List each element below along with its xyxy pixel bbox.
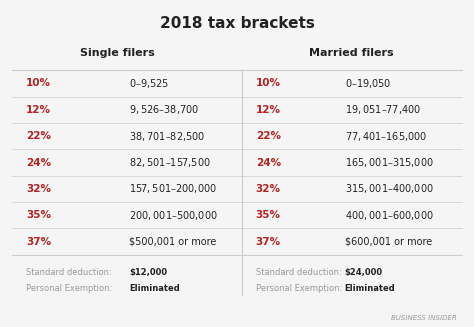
Text: $400,001–$600,000: $400,001–$600,000 [345,209,433,222]
Text: $82,501–$157,500: $82,501–$157,500 [129,156,211,169]
Text: 24%: 24% [26,158,51,167]
Text: 37%: 37% [256,237,281,247]
Text: $77,401–$165,000: $77,401–$165,000 [345,130,427,143]
Text: 12%: 12% [26,105,51,115]
Text: Married filers: Married filers [310,48,394,58]
Text: $600,001 or more: $600,001 or more [345,237,432,247]
Text: $0–$19,050: $0–$19,050 [345,77,391,90]
Text: 12%: 12% [256,105,281,115]
Text: $200,001–$500,000: $200,001–$500,000 [129,209,218,222]
Text: 2018 tax brackets: 2018 tax brackets [160,16,314,31]
Text: $24,000: $24,000 [345,268,383,277]
Text: 37%: 37% [26,237,51,247]
Text: 10%: 10% [26,78,51,89]
Text: 32%: 32% [26,184,51,194]
Text: 22%: 22% [256,131,281,141]
Text: Standard deduction:: Standard deduction: [256,268,341,277]
Text: $38,701–$82,500: $38,701–$82,500 [129,130,206,143]
Text: BUSINESS INSIDER: BUSINESS INSIDER [392,315,457,321]
Text: Eliminated: Eliminated [129,284,180,293]
Text: 32%: 32% [256,184,281,194]
Text: $500,001 or more: $500,001 or more [129,237,217,247]
Text: 35%: 35% [26,210,51,220]
Text: Single filers: Single filers [80,48,155,58]
Text: Standard deduction:: Standard deduction: [26,268,112,277]
Text: $157,501–$200,000: $157,501–$200,000 [129,182,217,196]
Text: $165,001–$315,000: $165,001–$315,000 [345,156,433,169]
Text: $0–$9,525: $0–$9,525 [129,77,170,90]
Text: 10%: 10% [256,78,281,89]
Text: 24%: 24% [256,158,281,167]
Text: Personal Exemption:: Personal Exemption: [26,284,112,293]
Text: $9,526–$38,700: $9,526–$38,700 [129,103,200,116]
Text: $315,001–$400,000: $315,001–$400,000 [345,182,433,196]
Text: 35%: 35% [256,210,281,220]
Text: $19,051–$77,400: $19,051–$77,400 [345,103,421,116]
Text: Eliminated: Eliminated [345,284,395,293]
Text: Personal Exemption:: Personal Exemption: [256,284,342,293]
Text: $12,000: $12,000 [129,268,167,277]
Text: 22%: 22% [26,131,51,141]
